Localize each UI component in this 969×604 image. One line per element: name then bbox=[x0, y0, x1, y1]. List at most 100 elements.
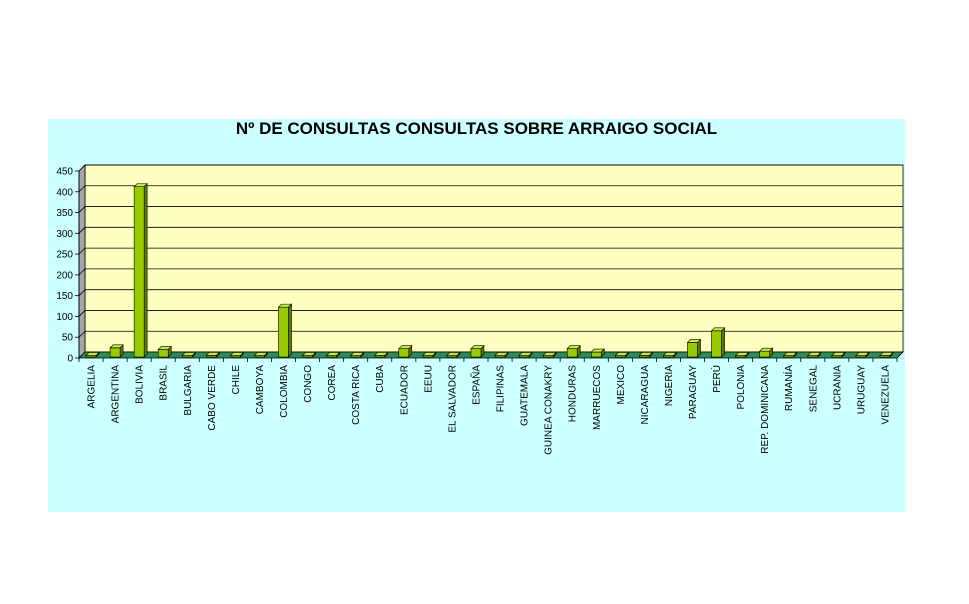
gridline-depth bbox=[78, 206, 86, 213]
gridline-depth bbox=[78, 330, 86, 338]
bar bbox=[759, 350, 770, 358]
gridline-depth bbox=[78, 227, 86, 234]
bar-top bbox=[446, 352, 461, 356]
bar-top bbox=[374, 352, 389, 356]
y-tick-label: 400 bbox=[56, 187, 73, 198]
x-tick-label: CONGO bbox=[303, 365, 314, 403]
bar-top bbox=[831, 352, 846, 356]
bar bbox=[566, 348, 578, 358]
x-tick-label: PERÚ bbox=[710, 365, 723, 393]
bar-top bbox=[638, 352, 654, 356]
x-tick-label: MEXICO bbox=[616, 365, 627, 405]
x-tick-label: ARGENTINA bbox=[111, 365, 122, 424]
x-tick-label: CAMBOYA bbox=[255, 365, 266, 415]
x-tick-label: BRASIL bbox=[159, 365, 170, 401]
bar bbox=[590, 351, 602, 358]
x-tick-label: EL SALVADOR bbox=[447, 365, 458, 433]
x-tick-label: FILIPINAS bbox=[496, 365, 507, 413]
bar-top bbox=[181, 352, 196, 356]
bar-top bbox=[398, 345, 413, 349]
plot-floor bbox=[78, 351, 904, 359]
chart-title: Nº DE CONSULTAS CONSULTAS SOBRE ARRAIGO … bbox=[235, 119, 718, 138]
bar-chart: 0 50 100 150 200 250 300 350 400 450 ARGELIA ARGENT… bbox=[56, 164, 904, 455]
bar-top bbox=[662, 352, 678, 356]
bar-top bbox=[614, 352, 630, 356]
bar-top bbox=[758, 347, 774, 352]
x-tick-label: PARAGUAY bbox=[688, 365, 699, 419]
y-tick-label: 350 bbox=[56, 208, 73, 219]
x-tick-label: ESPAÑA bbox=[469, 365, 482, 405]
gridline-depth bbox=[78, 164, 86, 172]
bar-side bbox=[721, 327, 725, 358]
x-tick-label: COREA bbox=[327, 365, 338, 401]
bar-top bbox=[879, 352, 894, 356]
y-tick-label: 300 bbox=[56, 229, 73, 240]
gridline-depth bbox=[78, 268, 86, 276]
bar-top bbox=[325, 352, 341, 356]
x-tick-label: BULGARIA bbox=[183, 365, 194, 416]
x-tick-label: NICARAGUA bbox=[640, 365, 651, 425]
x-tick-label: GUATEMALA bbox=[520, 365, 531, 426]
bar-top bbox=[855, 352, 870, 356]
bar bbox=[711, 330, 722, 358]
x-tick-label: HONDURAS bbox=[568, 365, 579, 423]
x-tick-label: CHILE bbox=[231, 365, 242, 395]
x-tick-label: COLOMBIA bbox=[279, 365, 290, 418]
bar-top bbox=[133, 183, 148, 187]
x-tick-label: VENEZUELA bbox=[880, 365, 891, 425]
y-tick-label: 150 bbox=[56, 291, 73, 302]
bar-side bbox=[288, 303, 292, 358]
bar-top bbox=[686, 339, 702, 343]
bar-top bbox=[807, 352, 822, 356]
bar-top bbox=[205, 352, 221, 356]
x-tick-label: ARGELIA bbox=[87, 365, 98, 409]
gridline-depth bbox=[78, 185, 86, 193]
gridline-depth bbox=[78, 310, 86, 317]
bar-top bbox=[518, 352, 533, 356]
y-tick-label: 450 bbox=[56, 167, 73, 178]
x-tick-label: REP. DOMINICANA bbox=[760, 365, 771, 454]
plot-side-wall bbox=[78, 164, 86, 359]
bar bbox=[398, 348, 410, 358]
bar-top bbox=[349, 352, 365, 356]
x-tick-label: NIGERIA bbox=[664, 365, 675, 406]
bar bbox=[278, 306, 289, 358]
x-tick-label: ECUADOR bbox=[399, 365, 410, 415]
bar-top bbox=[157, 346, 172, 350]
gridline-depth bbox=[78, 247, 86, 255]
bar-top bbox=[734, 352, 750, 356]
bar-top bbox=[470, 345, 485, 349]
x-tick-label: RUMANÍA bbox=[782, 365, 795, 411]
x-tick-label: EEUU bbox=[423, 365, 434, 393]
bar bbox=[109, 347, 121, 358]
x-tick-label: COSTA RICA bbox=[351, 365, 362, 425]
y-tick-label: 100 bbox=[56, 312, 73, 323]
bar bbox=[157, 349, 169, 358]
gridline-depth bbox=[78, 289, 86, 296]
bar-top bbox=[710, 327, 726, 332]
bar-top bbox=[253, 352, 269, 356]
bar-top bbox=[277, 303, 293, 308]
bar-top bbox=[542, 352, 557, 356]
bar-top bbox=[85, 352, 100, 356]
bar-side bbox=[143, 182, 148, 358]
bar-top bbox=[422, 352, 437, 356]
bar-top bbox=[301, 352, 317, 356]
x-tick-label: SENEGAL bbox=[808, 365, 819, 413]
bar-top bbox=[783, 352, 798, 356]
y-tick-label: 250 bbox=[56, 250, 73, 261]
bar-top bbox=[229, 352, 245, 356]
x-tick-label: UCRANIA bbox=[832, 365, 843, 410]
bar-top bbox=[566, 345, 581, 349]
bar bbox=[133, 186, 145, 358]
x-tick-label: POLONIA bbox=[736, 365, 747, 410]
x-tick-label: CABO VERDE bbox=[207, 365, 218, 431]
bar-top bbox=[590, 348, 605, 353]
x-tick-label: GUINEA CONAKRY bbox=[544, 365, 555, 455]
x-tick-label: URUGUAY bbox=[856, 365, 867, 415]
y-tick-label: 200 bbox=[56, 270, 73, 281]
chart-area: Nº DE CONSULTAS CONSULTAS SOBRE ARRAIGO … bbox=[48, 119, 905, 512]
y-tick-label: 50 bbox=[62, 333, 74, 344]
x-tick-label: MARRUECOS bbox=[592, 365, 603, 430]
x-tick-label: CUBA bbox=[375, 365, 386, 393]
